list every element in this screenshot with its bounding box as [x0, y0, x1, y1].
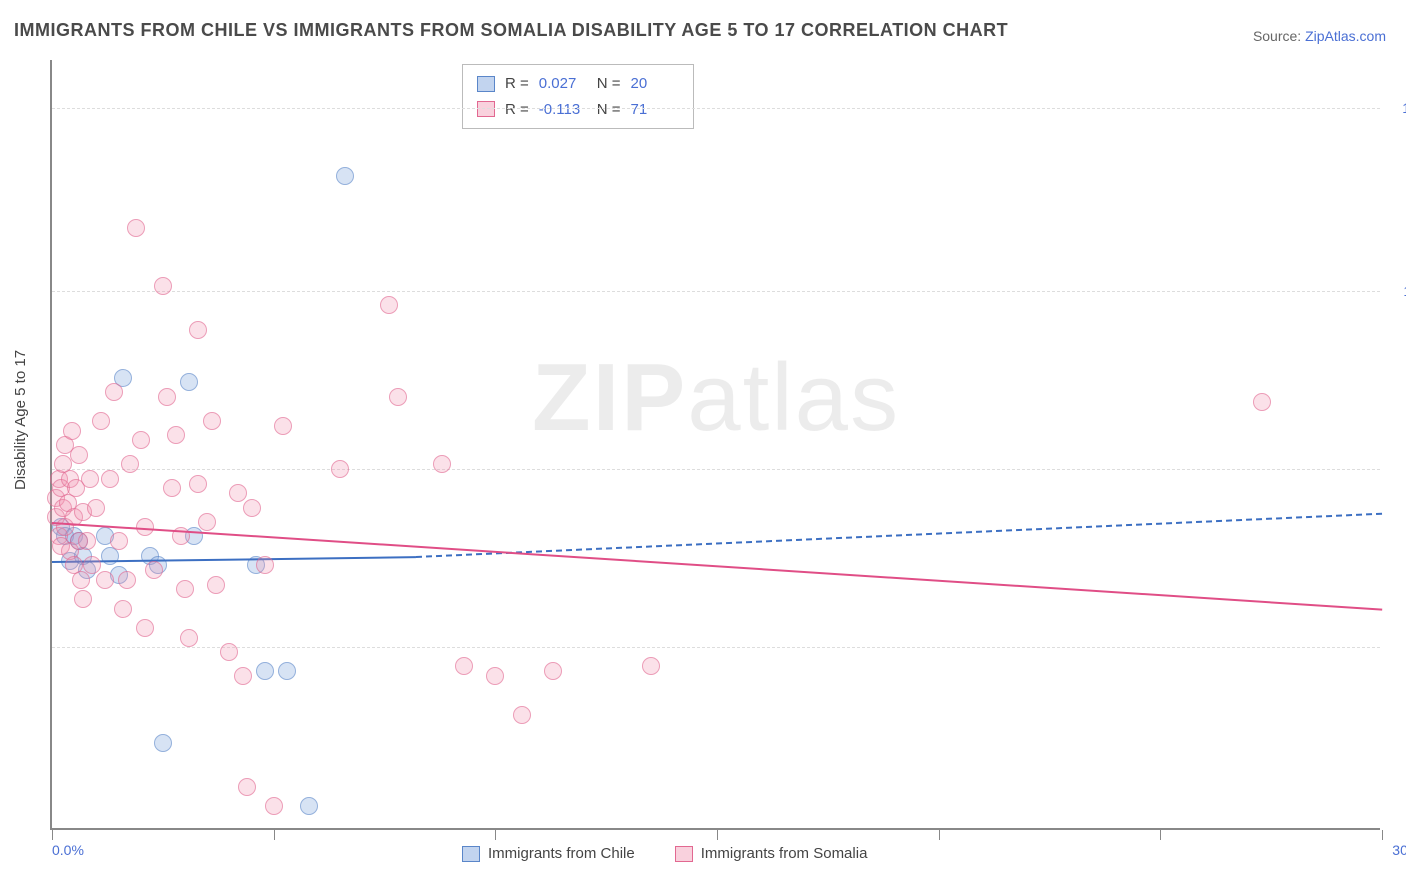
source-prefix: Source:: [1253, 28, 1305, 44]
gridline: [52, 291, 1380, 292]
scatter-point-somalia: [198, 513, 216, 531]
scatter-point-somalia: [132, 431, 150, 449]
swatch-chile: [477, 76, 495, 92]
watermark-zip: ZIP: [532, 344, 687, 451]
legend-swatch-chile: [462, 846, 480, 862]
watermark: ZIPatlas: [532, 343, 900, 453]
r-label-chile: R =: [505, 71, 529, 97]
r-value-somalia: -0.113: [539, 97, 587, 123]
scatter-point-somalia: [389, 388, 407, 406]
x-axis-tick: [939, 830, 940, 840]
scatter-point-somalia: [331, 460, 349, 478]
scatter-point-somalia: [121, 455, 139, 473]
gridline: [52, 108, 1380, 109]
legend-label-somalia: Immigrants from Somalia: [701, 845, 868, 862]
scatter-point-somalia: [274, 417, 292, 435]
r-label-somalia: R =: [505, 97, 529, 123]
scatter-point-somalia: [513, 706, 531, 724]
scatter-point-somalia: [180, 629, 198, 647]
chart-plot-area: ZIPatlas R = 0.027 N = 20 R = -0.113 N =…: [50, 60, 1380, 830]
legend-swatch-somalia: [675, 846, 693, 862]
bottom-legend: Immigrants from Chile Immigrants from So…: [462, 845, 867, 862]
trendline-chile-extrapolated: [415, 512, 1382, 557]
stats-row-somalia: R = -0.113 N = 71: [477, 97, 679, 123]
legend-label-chile: Immigrants from Chile: [488, 845, 635, 862]
scatter-point-somalia: [380, 296, 398, 314]
scatter-point-somalia: [203, 412, 221, 430]
stats-legend-box: R = 0.027 N = 20 R = -0.113 N = 71: [462, 64, 694, 129]
scatter-point-somalia: [70, 446, 88, 464]
scatter-point-chile: [180, 373, 198, 391]
page-title: IMMIGRANTS FROM CHILE VS IMMIGRANTS FROM…: [14, 20, 1008, 41]
scatter-point-chile: [154, 734, 172, 752]
scatter-point-somalia: [238, 778, 256, 796]
x-axis-tick: [274, 830, 275, 840]
scatter-point-somalia: [486, 667, 504, 685]
scatter-point-somalia: [118, 571, 136, 589]
scatter-point-somalia: [105, 383, 123, 401]
swatch-somalia: [477, 101, 495, 117]
x-axis-max-label: 30.0%: [1392, 842, 1406, 858]
scatter-point-somalia: [176, 580, 194, 598]
scatter-point-somalia: [96, 571, 114, 589]
scatter-point-somalia: [243, 499, 261, 517]
scatter-point-somalia: [110, 532, 128, 550]
scatter-point-somalia: [145, 561, 163, 579]
scatter-point-somalia: [127, 219, 145, 237]
scatter-point-somalia: [154, 277, 172, 295]
scatter-point-somalia: [1253, 393, 1271, 411]
scatter-point-somalia: [455, 657, 473, 675]
stats-row-chile: R = 0.027 N = 20: [477, 71, 679, 97]
legend-item-somalia: Immigrants from Somalia: [675, 845, 868, 862]
n-value-somalia: 71: [631, 97, 679, 123]
scatter-point-chile: [300, 797, 318, 815]
x-axis-min-label: 0.0%: [52, 842, 84, 858]
scatter-point-somalia: [167, 426, 185, 444]
scatter-point-somalia: [220, 643, 238, 661]
x-axis-tick: [52, 830, 53, 840]
scatter-point-somalia: [114, 600, 132, 618]
x-axis-tick: [1382, 830, 1383, 840]
scatter-point-somalia: [229, 484, 247, 502]
source-link[interactable]: ZipAtlas.com: [1305, 28, 1386, 44]
scatter-point-chile: [278, 662, 296, 680]
r-value-chile: 0.027: [539, 71, 587, 97]
scatter-point-somalia: [136, 619, 154, 637]
gridline: [52, 469, 1380, 470]
x-axis-tick: [1160, 830, 1161, 840]
scatter-point-chile: [336, 167, 354, 185]
scatter-point-somalia: [163, 479, 181, 497]
scatter-point-somalia: [158, 388, 176, 406]
legend-item-chile: Immigrants from Chile: [462, 845, 635, 862]
n-value-chile: 20: [631, 71, 679, 97]
scatter-point-somalia: [207, 576, 225, 594]
scatter-point-somalia: [78, 532, 96, 550]
n-label-chile: N =: [597, 71, 621, 97]
scatter-point-somalia: [63, 422, 81, 440]
scatter-point-somalia: [433, 455, 451, 473]
scatter-point-somalia: [92, 412, 110, 430]
scatter-point-somalia: [189, 321, 207, 339]
scatter-point-somalia: [544, 662, 562, 680]
scatter-point-somalia: [81, 470, 99, 488]
watermark-atlas: atlas: [687, 344, 900, 451]
x-axis-tick: [495, 830, 496, 840]
scatter-point-somalia: [83, 556, 101, 574]
source-credit: Source: ZipAtlas.com: [1253, 28, 1386, 44]
scatter-point-somalia: [265, 797, 283, 815]
scatter-point-chile: [256, 662, 274, 680]
scatter-point-somalia: [642, 657, 660, 675]
y-axis-title: Disability Age 5 to 17: [12, 350, 29, 490]
scatter-point-somalia: [256, 556, 274, 574]
y-axis-tick-label: 15.0%: [1402, 100, 1406, 116]
scatter-point-somalia: [234, 667, 252, 685]
n-label-somalia: N =: [597, 97, 621, 123]
scatter-point-somalia: [101, 470, 119, 488]
scatter-point-somalia: [87, 499, 105, 517]
x-axis-tick: [717, 830, 718, 840]
gridline: [52, 647, 1380, 648]
scatter-point-somalia: [74, 590, 92, 608]
scatter-point-somalia: [189, 475, 207, 493]
